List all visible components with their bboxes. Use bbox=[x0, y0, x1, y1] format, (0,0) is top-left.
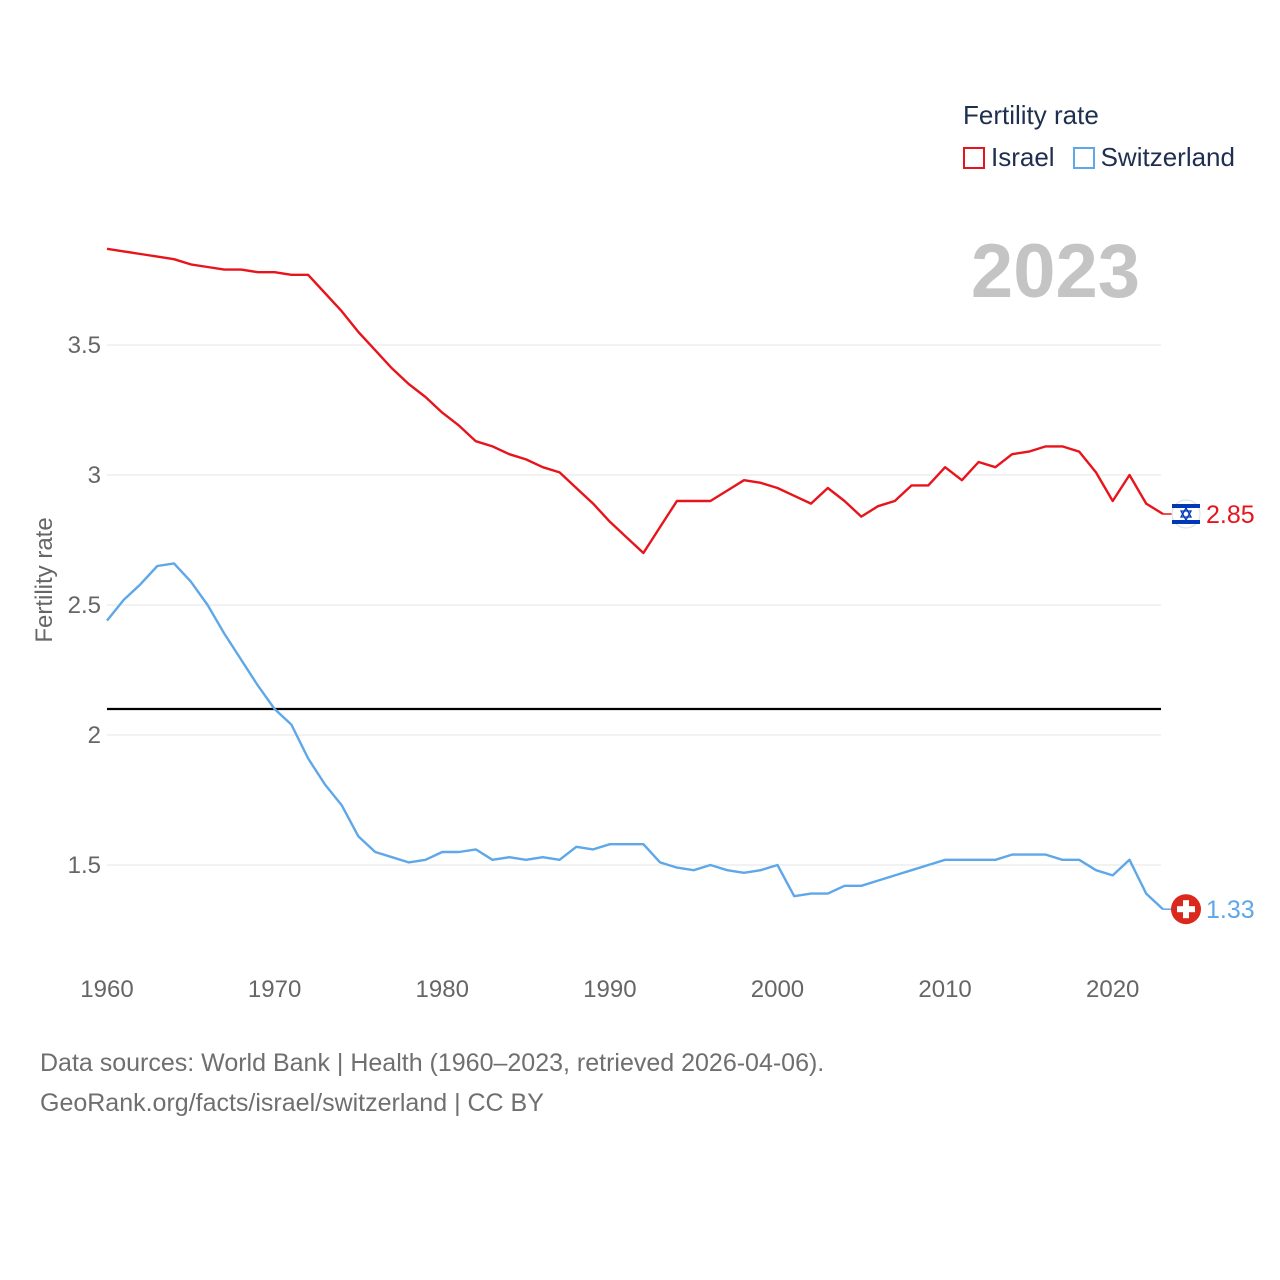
grid-lines bbox=[107, 344, 1161, 866]
legend-item-switzerland[interactable]: Switzerland bbox=[1072, 142, 1235, 173]
x-tick-label: 1990 bbox=[583, 976, 636, 1003]
end-value-label: 1.33 bbox=[1206, 896, 1255, 924]
x-tick-label: 1970 bbox=[248, 976, 301, 1003]
legend-label-israel: Israel bbox=[991, 142, 1055, 172]
footer: Data sources: World Bank | Health (1960–… bbox=[40, 1043, 824, 1123]
flag-switzerland-icon bbox=[1171, 894, 1201, 925]
legend: Israel Switzerland bbox=[963, 142, 1253, 173]
x-tick-label: 2000 bbox=[751, 976, 804, 1003]
source-url-line[interactable]: GeoRank.org/facts/israel/switzerland | C… bbox=[40, 1089, 544, 1117]
flag-israel-icon bbox=[1171, 499, 1201, 529]
x-tick-label: 2010 bbox=[918, 976, 971, 1003]
y-tick-label: 3 bbox=[88, 462, 101, 489]
year-watermark: 2023 bbox=[970, 229, 1140, 314]
series-line-israel[interactable] bbox=[106, 247, 1164, 555]
y-tick-label: 1.5 bbox=[68, 852, 101, 879]
y-tick-label: 3.5 bbox=[68, 332, 101, 359]
data-source-line: Data sources: World Bank | Health (1960–… bbox=[40, 1049, 825, 1077]
end-value-label: 2.85 bbox=[1206, 501, 1255, 529]
legend-item-israel[interactable]: Israel bbox=[963, 142, 1055, 173]
series-lines bbox=[106, 247, 1164, 911]
y-tick-label: 2 bbox=[88, 722, 101, 749]
legend-swatch-israel bbox=[963, 146, 985, 169]
x-tick-label: 1960 bbox=[80, 976, 133, 1003]
y-axis-ticks: 1.5 2 2.5 3 3.5 bbox=[68, 332, 101, 879]
legend-swatch-switzerland bbox=[1072, 146, 1095, 169]
x-axis-ticks: 1960 1970 1980 1990 2000 2010 2020 bbox=[80, 976, 1139, 1003]
x-tick-label: 2020 bbox=[1086, 976, 1139, 1003]
x-tick-label: 1980 bbox=[416, 976, 469, 1003]
end-labels: 2.85 1.33 bbox=[1163, 499, 1255, 925]
y-tick-label: 2.5 bbox=[68, 592, 101, 619]
legend-label-switzerland: Switzerland bbox=[1100, 142, 1235, 172]
legend-title: Fertility rate bbox=[963, 100, 1099, 130]
series-line-switzerland[interactable] bbox=[106, 562, 1164, 911]
y-axis-label: Fertility rate bbox=[31, 517, 58, 642]
